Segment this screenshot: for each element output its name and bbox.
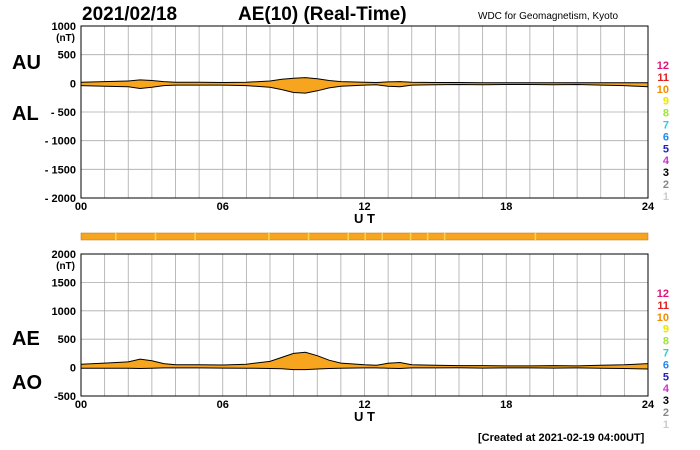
legend-count-7: 7	[663, 120, 669, 132]
plot-frame	[80, 25, 649, 199]
status-gap-mark	[194, 233, 196, 240]
status-gap-mark	[115, 233, 117, 240]
status-gap-mark	[154, 233, 157, 240]
legend-count-4: 4	[663, 155, 670, 167]
status-gap-mark	[426, 233, 429, 240]
legend-count-8: 8	[663, 336, 669, 348]
ae-label: AE	[12, 328, 40, 350]
y-tick-label: 1000	[52, 21, 76, 33]
data-status-bar	[80, 232, 649, 241]
x-tick-label: 12	[358, 399, 370, 411]
al-label: AL	[12, 103, 39, 125]
legend-count-9: 9	[663, 324, 669, 336]
legend-count-12: 12	[657, 288, 669, 300]
y-tick-label: 1500	[52, 277, 76, 289]
y-tick-label: - 1000	[45, 136, 76, 148]
legend-count-6: 6	[663, 131, 669, 143]
plot-frame	[80, 253, 649, 397]
status-gap-mark	[381, 233, 384, 240]
legend-count-10: 10	[657, 84, 669, 96]
x-tick-label: 12	[358, 201, 370, 213]
y-tick-label: 500	[58, 334, 76, 346]
x-tick-label: 06	[217, 399, 229, 411]
ao-label: AO	[12, 372, 42, 394]
x-tick-label: 00	[75, 201, 87, 213]
au-label: AU	[12, 52, 41, 74]
status-gap-mark	[534, 233, 537, 240]
legend-count-2: 2	[663, 407, 669, 419]
x-axis-label: U T	[354, 211, 375, 226]
status-gap-mark	[268, 233, 270, 240]
legend-count-11: 11	[657, 300, 669, 312]
legend-count-4: 4	[663, 383, 670, 395]
series-au-line	[80, 77, 648, 84]
chart-title: AE(10) (Real-Time)	[238, 4, 407, 25]
legend-count-1: 1	[663, 191, 669, 203]
legend-count-12: 12	[657, 60, 669, 72]
x-tick-label: 24	[642, 201, 655, 213]
y-tick-label: 0	[70, 363, 76, 375]
status-gap-mark	[443, 233, 446, 240]
legend-count-1: 1	[663, 419, 669, 431]
date-title: 2021/02/18	[82, 4, 178, 25]
legend-count-3: 3	[663, 167, 669, 179]
x-tick-label: 18	[500, 201, 512, 213]
panel-1	[80, 25, 649, 199]
y-unit-label: (nT)	[56, 261, 75, 272]
y-tick-label: 2000	[52, 249, 76, 261]
x-tick-label: 18	[500, 399, 512, 411]
legend-count-9: 9	[663, 96, 669, 108]
x-axis-label: U T	[354, 409, 375, 424]
legend-count-2: 2	[663, 179, 669, 191]
y-tick-label: - 500	[51, 107, 76, 119]
y-tick-label: -500	[54, 391, 76, 403]
status-gap-mark	[364, 233, 366, 240]
status-gap-mark	[347, 233, 349, 240]
legend-count-8: 8	[663, 108, 669, 120]
legend-count-5: 5	[663, 371, 669, 383]
y-tick-label: - 2000	[45, 193, 76, 205]
panel-2	[80, 253, 649, 397]
x-tick-label: 06	[217, 201, 229, 213]
legend-count-7: 7	[663, 348, 669, 360]
x-tick-label: 24	[642, 399, 655, 411]
y-tick-label: 500	[58, 50, 76, 62]
legend-count-6: 6	[663, 359, 669, 371]
legend-count-5: 5	[663, 143, 669, 155]
series-ae-line	[80, 351, 649, 367]
y-tick-label: - 1500	[45, 164, 76, 176]
status-gap-mark	[409, 233, 412, 240]
created-timestamp: [Created at 2021-02-19 04:00UT]	[478, 432, 645, 444]
legend-count-3: 3	[663, 395, 669, 407]
status-gap-mark	[307, 233, 310, 240]
x-tick-label: 00	[75, 399, 87, 411]
legend-count-11: 11	[657, 72, 669, 84]
y-tick-label: 0	[70, 78, 76, 90]
series-ao-line	[81, 367, 649, 371]
legend-count-10: 10	[657, 312, 669, 324]
y-unit-label: (nT)	[56, 33, 75, 44]
source-label: WDC for Geomagnetism, Kyoto	[478, 11, 619, 22]
series-al-line	[80, 83, 649, 94]
y-tick-label: 1000	[52, 306, 76, 318]
